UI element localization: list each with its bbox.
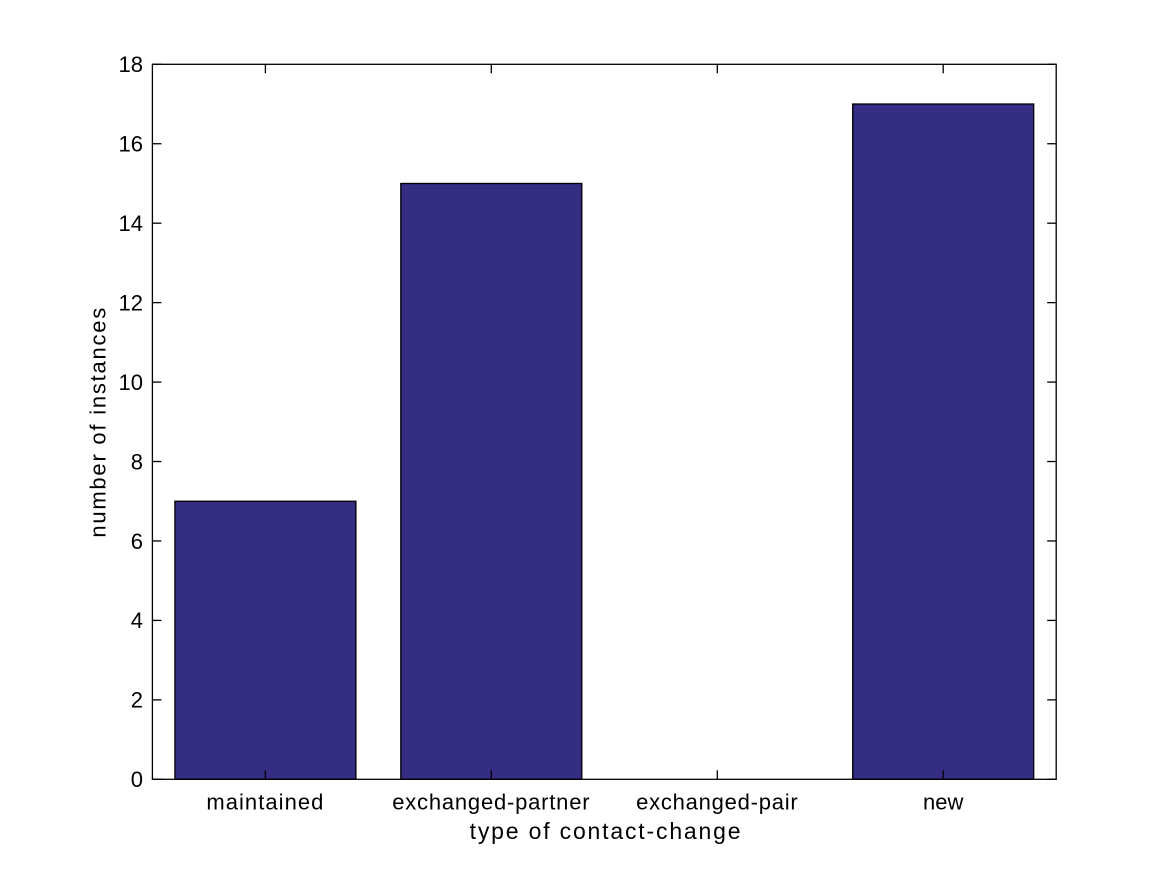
svg-text:2: 2 xyxy=(131,688,143,713)
svg-text:8: 8 xyxy=(131,449,143,474)
svg-text:16: 16 xyxy=(119,132,143,157)
svg-text:0: 0 xyxy=(131,767,143,792)
svg-text:number of instances: number of instances xyxy=(86,306,111,538)
svg-text:type of contact-change: type of contact-change xyxy=(470,818,743,844)
svg-text:exchanged-pair: exchanged-pair xyxy=(636,790,798,815)
svg-text:6: 6 xyxy=(131,529,143,554)
svg-text:14: 14 xyxy=(119,211,143,236)
svg-text:new: new xyxy=(923,790,963,815)
svg-text:exchanged-partner: exchanged-partner xyxy=(392,790,590,815)
svg-text:4: 4 xyxy=(131,608,143,633)
svg-text:10: 10 xyxy=(119,370,143,395)
svg-text:maintained: maintained xyxy=(206,790,324,815)
svg-text:18: 18 xyxy=(119,52,143,77)
svg-text:12: 12 xyxy=(119,290,143,315)
